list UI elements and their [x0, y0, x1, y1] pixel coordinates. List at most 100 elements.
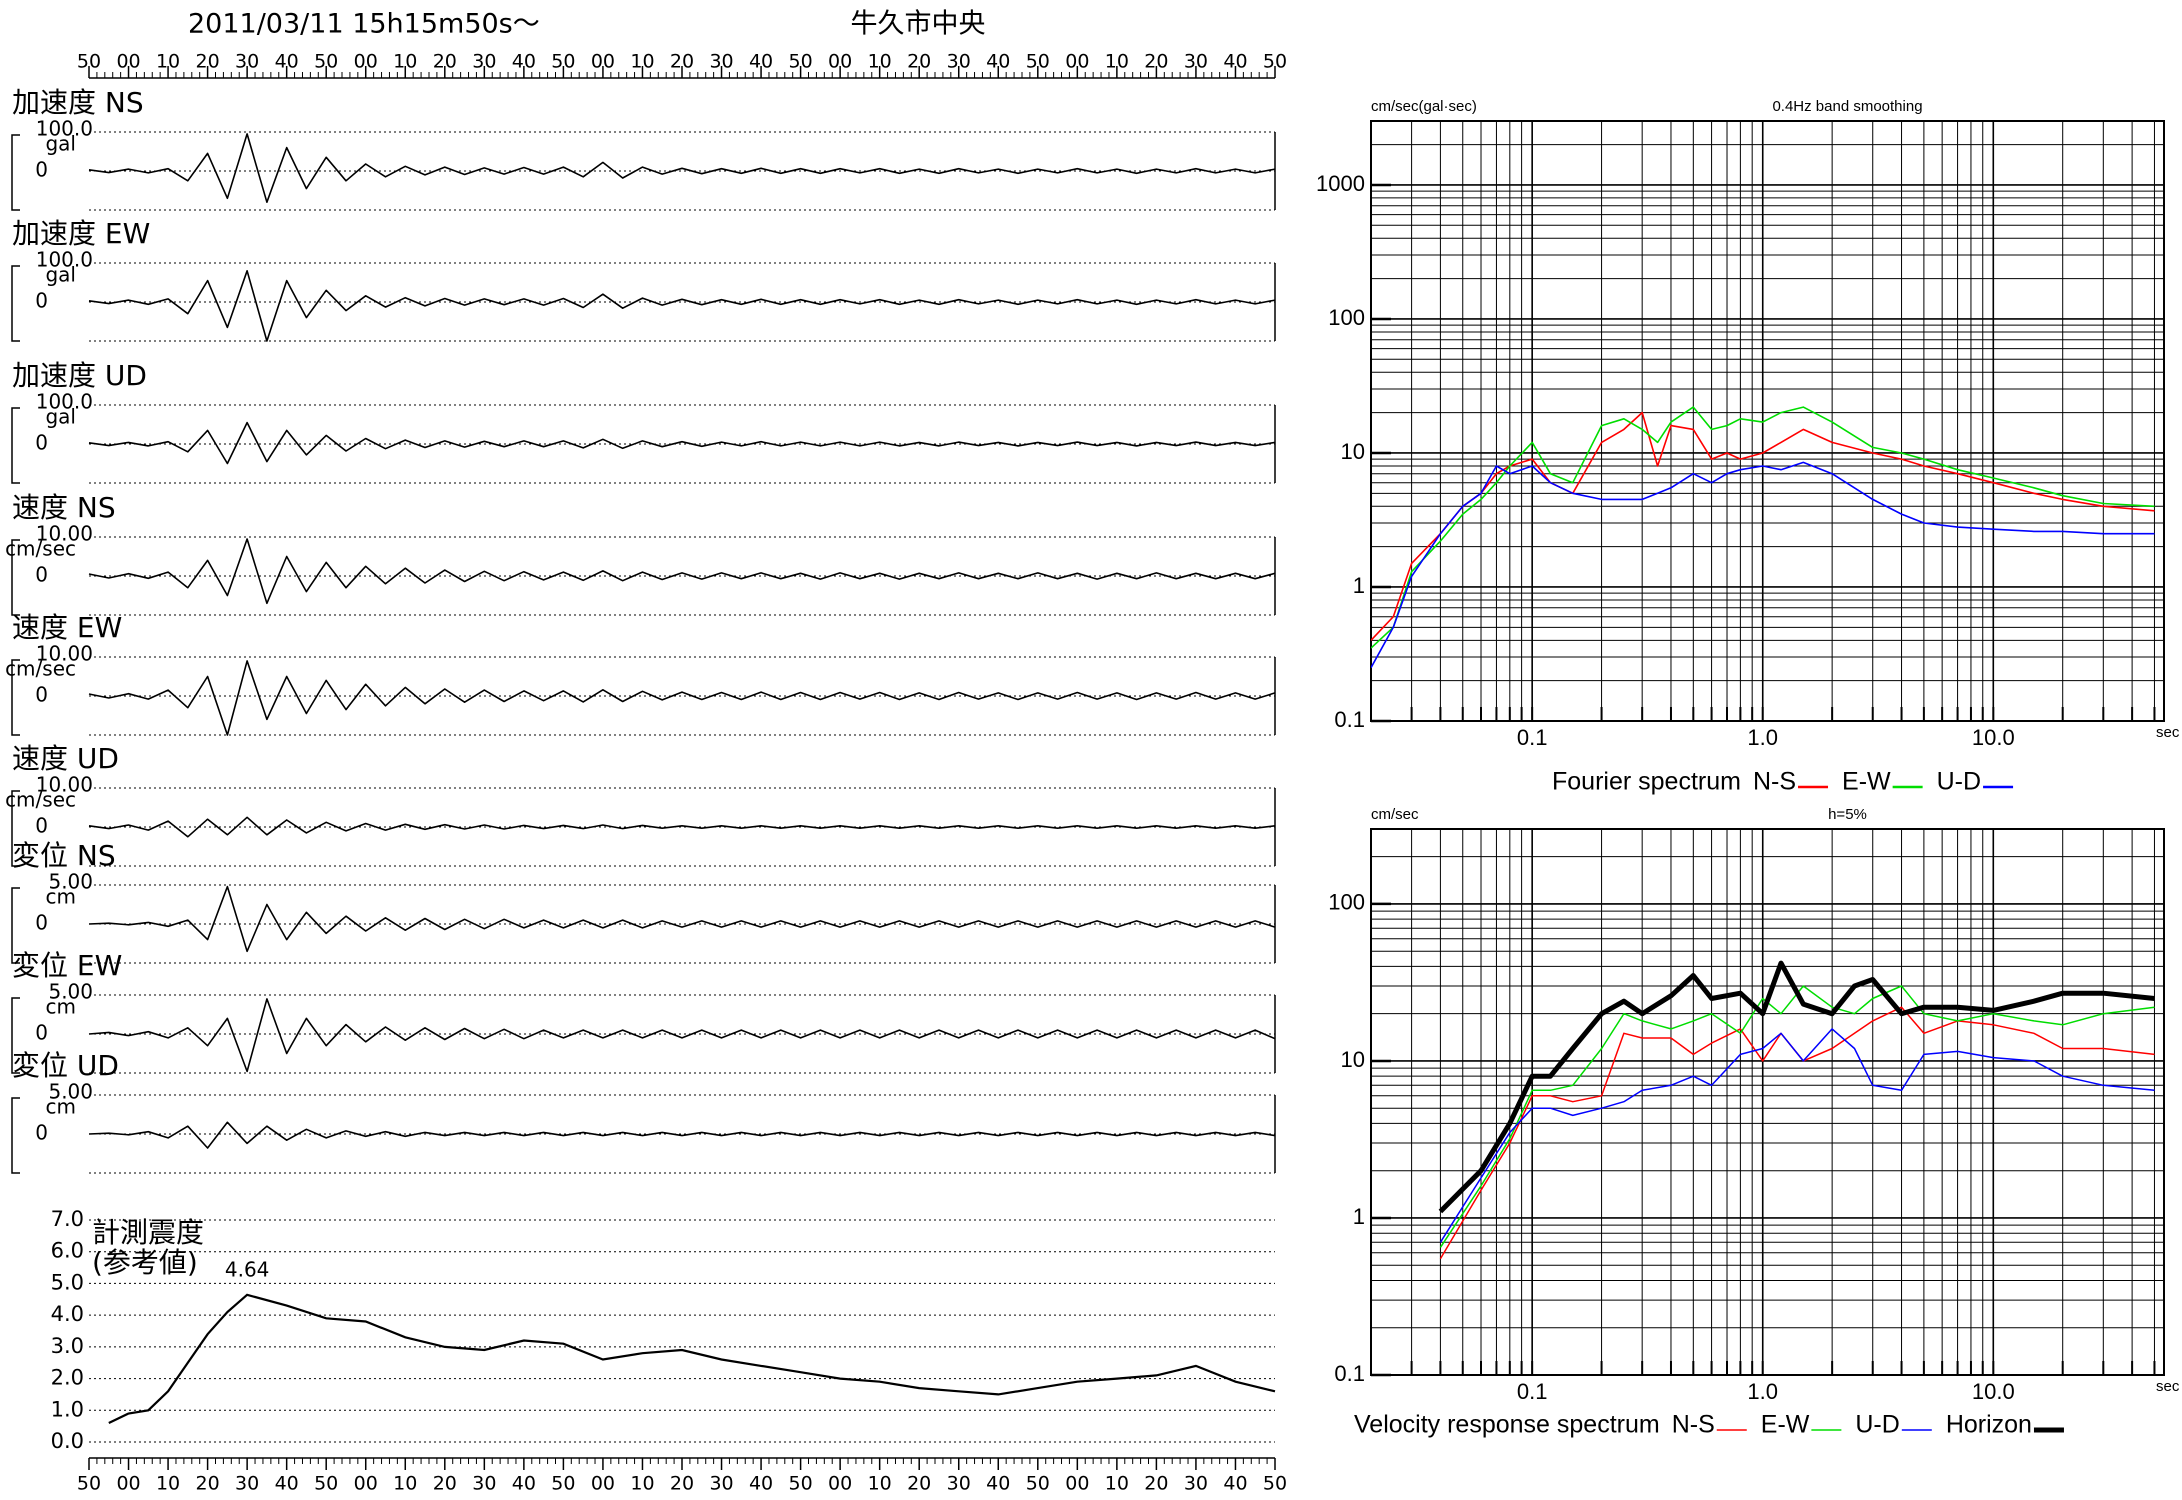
x-tick-label: 00	[116, 51, 140, 73]
x-tick-label: 00	[1065, 1473, 1089, 1495]
x-axis-label: sec	[2156, 724, 2180, 741]
x-axis-label: sec	[2156, 1378, 2180, 1395]
y-tick-label: 1	[1353, 573, 1365, 598]
spectrum-line	[1439, 1006, 2155, 1260]
y-tick-label: 10.00	[36, 773, 93, 797]
x-tick-label: 30	[1184, 51, 1208, 73]
waveform	[88, 885, 1276, 953]
x-tick-label: 20	[907, 51, 931, 73]
x-tick-label: 20	[196, 1473, 220, 1495]
y-tick-label: 6.0	[51, 1239, 84, 1263]
x-tick-label: 30	[235, 1473, 259, 1495]
x-tick-label: 20	[1144, 51, 1168, 73]
x-tick-label: 50	[551, 1473, 575, 1495]
panel-label: 加速度 UD	[12, 359, 147, 392]
waveform	[88, 421, 1276, 465]
x-tick-label: 0.1	[1517, 1379, 1548, 1404]
waveform	[88, 270, 1276, 342]
unit-label: cm	[46, 1095, 76, 1119]
x-tick-label: 0.1	[1517, 725, 1548, 750]
x-tick-label: 30	[947, 1473, 971, 1495]
x-tick-label: 30	[1184, 1473, 1208, 1495]
spectrum-area: 0.1 1.0 10.0 0.1 1 10 100 1000 cm/sec(gal·sec) 0.…	[1316, 98, 2180, 1439]
y-tick-label: 0	[35, 1121, 48, 1145]
intensity-subtitle: (参考値)	[92, 1246, 198, 1279]
legend-label: E-W	[1761, 1411, 1810, 1439]
x-tick-label: 50	[77, 51, 101, 73]
bracket	[11, 265, 20, 342]
x-tick-label: 10	[868, 1473, 892, 1495]
y-tick-label: 0	[35, 431, 48, 455]
y-tick-label: 0.0	[51, 1429, 84, 1453]
x-tick-label: 40	[1223, 1473, 1247, 1495]
spectrum-line	[1438, 960, 2155, 1214]
y-axis-label: cm/sec	[1371, 806, 1419, 823]
x-tick-label: 50	[789, 1473, 813, 1495]
x-tick-label: 50	[789, 51, 813, 73]
x-tick-label: 50	[314, 51, 338, 73]
x-tick-label: 10	[868, 51, 892, 73]
x-tick-label: 50	[1263, 1473, 1287, 1495]
y-axis-label: cm/sec(gal·sec)	[1371, 98, 1477, 115]
waveform	[88, 816, 1276, 838]
y-tick-label: 0	[35, 158, 48, 182]
x-tick-label: 40	[749, 1473, 773, 1495]
x-tick-label: 00	[1065, 51, 1089, 73]
x-tick-label: 30	[235, 51, 259, 73]
y-tick-label: 2.0	[51, 1366, 84, 1390]
y-tick-label: 10	[1341, 1047, 1365, 1072]
x-tick-label: 00	[828, 1473, 852, 1495]
x-tick-label: 00	[828, 51, 852, 73]
y-tick-label: 0.1	[1334, 1361, 1365, 1386]
bracket	[11, 887, 20, 964]
panel-label: 速度 NS	[12, 491, 116, 524]
x-tick-label: 10	[156, 1473, 180, 1495]
x-tick-label: 40	[749, 51, 773, 73]
panel-label: 変位 UD	[12, 1049, 119, 1082]
x-tick-label: 50	[1026, 51, 1050, 73]
y-tick-label: 5.0	[51, 1270, 84, 1294]
x-tick-label: 20	[433, 1473, 457, 1495]
x-tick-label: 10.0	[1972, 1379, 2015, 1404]
legend-label: N-S	[1672, 1411, 1715, 1439]
y-tick-label: 5.00	[48, 870, 93, 894]
spectrum-line	[1371, 411, 2155, 641]
panel-label: 速度 EW	[12, 611, 122, 644]
x-tick-label: 40	[1223, 51, 1247, 73]
x-tick-label: 40	[512, 1473, 536, 1495]
x-tick-label: 50	[1026, 1473, 1050, 1495]
y-tick-label: 1000	[1316, 171, 1365, 196]
x-tick-label: 20	[670, 51, 694, 73]
x-tick-label: 00	[591, 51, 615, 73]
waveform	[88, 538, 1276, 605]
x-tick-label: 10	[1105, 1473, 1129, 1495]
y-tick-label: 100.0	[36, 248, 93, 272]
y-tick-label: 0	[35, 563, 48, 587]
bracket	[11, 659, 20, 736]
x-tick-label: 10	[393, 51, 417, 73]
spectrum-line	[1439, 985, 2155, 1248]
x-tick-label: 30	[709, 1473, 733, 1495]
y-tick-label: 5.00	[48, 980, 93, 1004]
y-tick-label: 100.0	[36, 390, 93, 414]
y-tick-label: 3.0	[51, 1334, 84, 1358]
panel-label: 加速度 NS	[12, 86, 144, 119]
x-tick-label: 10.0	[1972, 725, 2015, 750]
x-tick-label: 40	[986, 1473, 1010, 1495]
x-tick-label: 10	[156, 51, 180, 73]
legend-label: U-D	[1937, 768, 1981, 796]
x-tick-label: 30	[472, 1473, 496, 1495]
waveform	[88, 1121, 1276, 1149]
y-tick-label: 10.00	[36, 522, 93, 546]
y-tick-label: 0	[35, 683, 48, 707]
panel-label: 速度 UD	[12, 742, 119, 775]
y-tick-label: 10.00	[36, 642, 93, 666]
legend-label: E-W	[1842, 768, 1891, 796]
x-tick-label: 30	[472, 51, 496, 73]
legend-caption: Velocity response spectrum	[1354, 1411, 1660, 1439]
bracket	[11, 407, 20, 484]
y-tick-label: 5.00	[48, 1080, 93, 1104]
y-tick-label: 7.0	[51, 1207, 84, 1231]
x-tick-label: 00	[116, 1473, 140, 1495]
